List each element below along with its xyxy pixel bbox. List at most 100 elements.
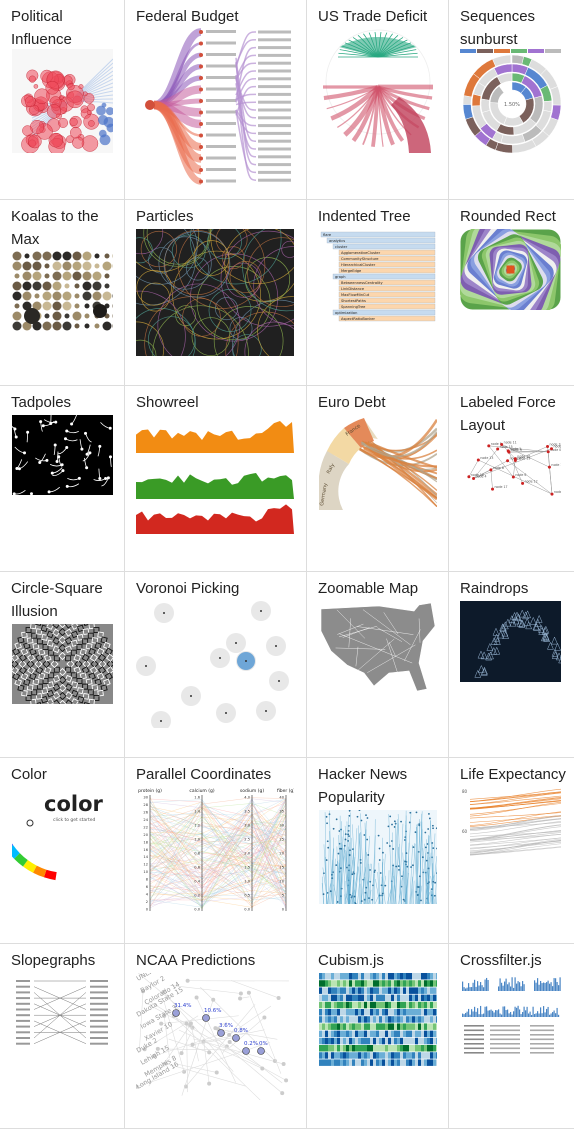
parallel-axis-tick: 20: [143, 833, 148, 837]
life-axis-tick: 60: [462, 829, 468, 834]
showreel-thumbnail[interactable]: [136, 416, 294, 538]
crossfilter-thumbnail[interactable]: [460, 973, 561, 1059]
parallel-coordinates-thumbnail[interactable]: protein (g) 30 28 26 24 22 20 18 16 14 12 10 8 6 4 2 0 ca…: [136, 787, 294, 913]
gallery-item[interactable]: Crossfilter.js: [449, 944, 574, 1129]
gallery-item[interactable]: Tadpoles: [0, 386, 125, 572]
tree-node-label: HierarchicalCluster: [341, 263, 376, 267]
gallery-item[interactable]: Cubism.js: [307, 944, 449, 1129]
raindrops-thumbnail[interactable]: [460, 601, 561, 682]
force-node-label: node 5: [491, 442, 502, 446]
tree-node-label: ShortestPaths: [341, 299, 366, 303]
force-node-label: node 1: [510, 447, 521, 451]
gallery-item[interactable]: Life Expectancy 80 60: [449, 758, 574, 944]
parallel-axis-tick: 4.0: [244, 796, 250, 800]
force-node-label: node 13: [480, 456, 493, 460]
ncaa-percentage: 0.8%: [234, 1028, 248, 1034]
gallery-item[interactable]: Indented Tree flare analytics cluster Agglom…: [307, 200, 449, 386]
parallel-axis-tick: 5: [282, 894, 284, 898]
gallery-item[interactable]: Parallel Coordinates protein (g) 30 28 26 24 2…: [125, 758, 307, 944]
gallery-item[interactable]: Federal Budget: [125, 0, 307, 200]
gallery-item[interactable]: Koalas to the Max: [0, 200, 125, 386]
gallery-item[interactable]: Zoomable Map: [307, 572, 449, 758]
parallel-axis-tick: 10: [279, 880, 284, 884]
gallery-item[interactable]: Labeled Force Layout node 0 node 1 node 2 no…: [449, 386, 574, 572]
tree-node-label: optimization: [335, 311, 357, 315]
gallery-item-title: Crossfilter.js: [460, 952, 542, 969]
gallery-item[interactable]: Showreel: [125, 386, 307, 572]
gallery-item-title: Labeled Force Layout: [460, 394, 556, 434]
gallery-item-title: Federal Budget: [136, 8, 239, 25]
euro-debt-thumbnail[interactable]: Germany Italy France: [319, 416, 437, 510]
parallel-axis-tick: 18: [143, 840, 148, 844]
gallery-item[interactable]: Color color click to get started: [0, 758, 125, 944]
tree-node-label: MergeEdge: [341, 269, 362, 273]
hacker-news-thumbnail[interactable]: [319, 810, 437, 904]
tree-node-label: cluster: [335, 245, 348, 249]
tree-node-label: CommunityStructure: [341, 257, 379, 261]
gallery-item-title: Circle-Square Illusion: [11, 580, 103, 620]
color-thumbnail[interactable]: color click to get started: [12, 787, 113, 913]
ncaa-thumbnail[interactable]: 31.4% 10.6% 3.6% 0.8% 0.2% 0% UNLV Baylor 2 Colo…: [136, 973, 294, 1100]
force-node-label: node 12: [525, 479, 538, 483]
zoomable-map-thumbnail[interactable]: [319, 601, 437, 696]
gallery-item[interactable]: Slopegraphs: [0, 944, 125, 1129]
tadpoles-thumbnail[interactable]: [12, 415, 113, 495]
parallel-axis-tick: 0.8: [194, 852, 200, 856]
gallery-item[interactable]: Euro Debt Germany Italy France: [307, 386, 449, 572]
gallery-item-title: Raindrops: [460, 580, 529, 597]
particles-thumbnail[interactable]: [136, 229, 294, 356]
parallel-axis-tick: 1.6: [194, 796, 200, 800]
gallery-item[interactable]: US Trade Deficit: [307, 0, 449, 200]
parallel-axis-tick: 30: [279, 824, 284, 828]
gallery-item[interactable]: Voronoi Picking: [125, 572, 307, 758]
rounded-rect-thumbnail[interactable]: [460, 229, 561, 310]
gallery-item[interactable]: Rounded Rect: [449, 200, 574, 386]
cubism-thumbnail[interactable]: [319, 973, 437, 1067]
slopegraphs-thumbnail[interactable]: [12, 973, 113, 1053]
force-node-label: node 10: [517, 455, 530, 459]
life-axis-tick: 80: [462, 789, 468, 794]
voronoi-thumbnail[interactable]: [136, 601, 294, 728]
sunburst-percentage: 1.50%: [504, 102, 520, 108]
tree-node-label: graph: [335, 275, 346, 279]
ncaa-percentage: 3.6%: [219, 1023, 233, 1029]
gallery-item[interactable]: Hacker News Popularity: [307, 758, 449, 944]
gallery-item[interactable]: Sequences sunburst 1.50%: [449, 0, 574, 200]
life-expectancy-thumbnail[interactable]: 80 60: [460, 787, 561, 868]
political-influence-thumbnail[interactable]: [12, 49, 113, 153]
ncaa-percentage: 0%: [259, 1041, 268, 1047]
gallery-item[interactable]: Circle-Square Illusion: [0, 572, 125, 758]
parallel-axis-tick: 24: [143, 818, 148, 822]
tree-node-label: analytics: [329, 239, 345, 243]
federal-budget-thumbnail[interactable]: [136, 27, 294, 188]
indented-tree-thumbnail[interactable]: flare analytics cluster AgglomerativeCluste…: [319, 229, 437, 324]
parallel-axis-tick: 0.2: [194, 894, 200, 898]
ncaa-team-label: UNLV: [136, 973, 154, 983]
parallel-axis-tick: 0.0: [244, 908, 250, 912]
gallery-item-title: Tadpoles: [11, 394, 72, 411]
us-trade-deficit-thumbnail[interactable]: [319, 27, 437, 153]
koalas-thumbnail[interactable]: [12, 251, 113, 331]
gallery-item[interactable]: Raindrops: [449, 572, 574, 758]
gallery-item-title: Political Influence: [11, 8, 72, 48]
force-node-label: node 16: [471, 473, 484, 477]
gallery-item[interactable]: NCAA Predictions 31.4% 10.6% 3.6% 0.8% 0.2% 0%…: [125, 944, 307, 1129]
gallery-item[interactable]: Particles: [125, 200, 307, 386]
force-node-label: node 0: [550, 448, 561, 452]
gallery-item-title: Voronoi Picking: [136, 580, 240, 597]
parallel-axis-tick: 0.6: [194, 866, 200, 870]
parallel-axis-label: fiber (g): [277, 788, 294, 794]
parallel-axis-tick: 10: [143, 870, 148, 874]
circle-square-thumbnail[interactable]: [12, 624, 113, 704]
parallel-axis-tick: 1.2: [194, 824, 200, 828]
gallery-item[interactable]: Political Influence: [0, 0, 125, 200]
gallery-item-title: Life Expectancy: [460, 766, 566, 783]
gallery-item-title: US Trade Deficit: [318, 8, 428, 25]
parallel-axis-tick: 22: [143, 825, 148, 829]
sequences-sunburst-thumbnail[interactable]: 1.50%: [460, 49, 561, 153]
gallery-item-title: Euro Debt: [318, 394, 386, 411]
color-word: color: [44, 792, 104, 816]
gallery-item-title: NCAA Predictions: [136, 952, 256, 969]
